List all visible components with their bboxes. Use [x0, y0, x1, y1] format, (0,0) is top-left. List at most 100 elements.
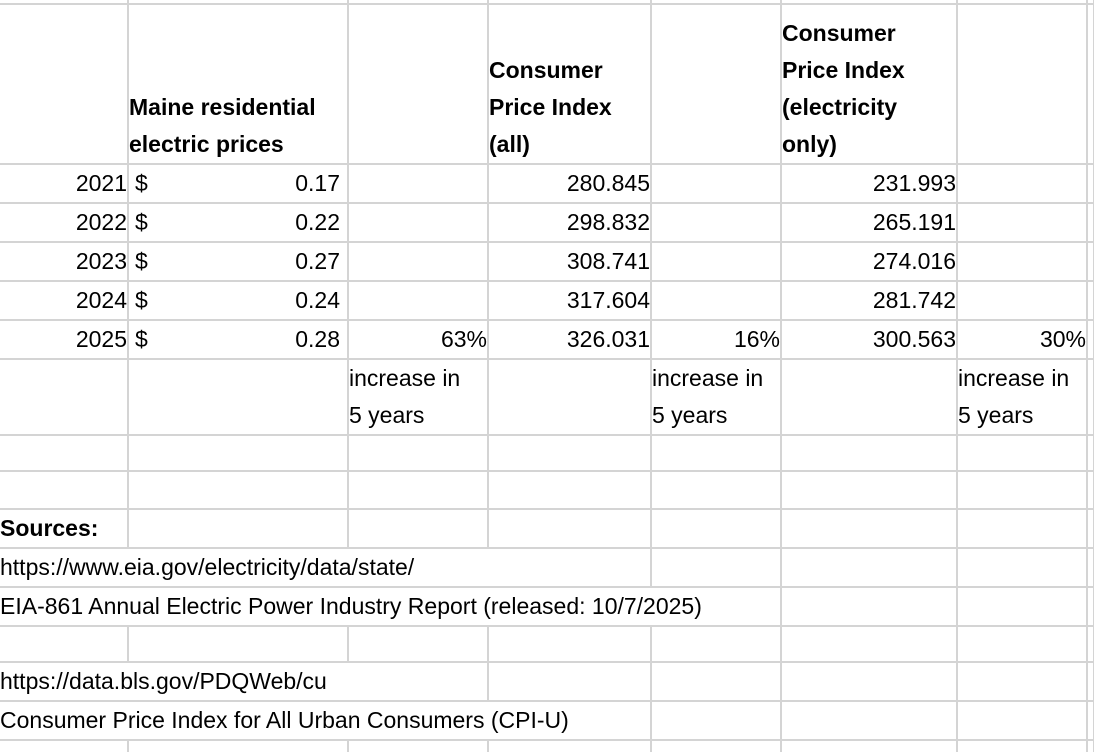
cpi-elec-cell[interactable]: 231.993 — [781, 164, 958, 204]
cell-empty[interactable] — [1087, 701, 1094, 741]
cell-empty[interactable] — [957, 587, 1088, 627]
price-cell[interactable]: $ 0.17 — [128, 164, 349, 204]
cell-empty[interactable] — [1087, 281, 1094, 321]
cell-empty[interactable] — [957, 509, 1088, 549]
cell-empty[interactable] — [1087, 0, 1094, 5]
cell-empty[interactable] — [0, 626, 129, 663]
header-maine-prices[interactable]: Maine residential electric prices — [128, 4, 349, 165]
cell-empty[interactable] — [651, 0, 782, 5]
source-eia-desc[interactable]: EIA-861 Annual Electric Power Industry R… — [0, 587, 782, 627]
cell-empty[interactable] — [1087, 164, 1094, 204]
cell-empty[interactable] — [957, 4, 1088, 165]
cell-empty[interactable] — [957, 203, 1088, 243]
cell-empty[interactable] — [348, 435, 489, 472]
cell-empty[interactable] — [957, 0, 1088, 5]
source-bls-url[interactable]: https://data.bls.gov/PDQWeb/cu — [0, 662, 489, 702]
year-cell[interactable]: 2025 — [0, 320, 129, 360]
cell-empty[interactable] — [651, 435, 782, 472]
cell-empty[interactable] — [651, 164, 782, 204]
cell-empty[interactable] — [1087, 548, 1094, 588]
cell-empty[interactable] — [128, 509, 349, 549]
cell-empty[interactable] — [348, 242, 489, 282]
cell-empty[interactable] — [957, 281, 1088, 321]
cell-empty[interactable] — [1087, 471, 1094, 510]
cell-empty[interactable] — [957, 626, 1088, 663]
price-cell[interactable]: $ 0.28 — [128, 320, 349, 360]
cell-empty[interactable] — [651, 471, 782, 510]
cpi-elec-increase-pct-cell[interactable]: 30% — [957, 320, 1088, 360]
cell-empty[interactable] — [781, 626, 958, 663]
cell-empty[interactable] — [1087, 662, 1094, 702]
cell-empty[interactable] — [651, 548, 782, 588]
cell-empty[interactable] — [781, 435, 958, 472]
cpi-all-cell[interactable]: 280.845 — [488, 164, 652, 204]
cpi-elec-cell[interactable]: 281.742 — [781, 281, 958, 321]
cell-empty[interactable] — [1087, 4, 1094, 165]
cell-empty[interactable] — [957, 242, 1088, 282]
cell-empty[interactable] — [957, 548, 1088, 588]
cell-empty[interactable] — [348, 4, 489, 165]
cell-empty[interactable] — [488, 662, 652, 702]
cell-empty[interactable] — [0, 740, 129, 752]
cell-empty[interactable] — [651, 4, 782, 165]
cpi-all-cell[interactable]: 308.741 — [488, 242, 652, 282]
cell-empty[interactable] — [348, 626, 489, 663]
cell-empty[interactable] — [781, 740, 958, 752]
cell-empty[interactable] — [957, 164, 1088, 204]
cpi-all-cell[interactable]: 317.604 — [488, 281, 652, 321]
price-cell[interactable]: $ 0.22 — [128, 203, 349, 243]
cell-empty[interactable] — [1087, 435, 1094, 472]
note-price-increase[interactable]: increase in 5 years — [348, 359, 489, 436]
cell-empty[interactable] — [348, 281, 489, 321]
cell-empty[interactable] — [651, 740, 782, 752]
cell-empty[interactable] — [488, 435, 652, 472]
cell-empty[interactable] — [781, 471, 958, 510]
cell-empty[interactable] — [128, 0, 349, 5]
cell-empty[interactable] — [781, 587, 958, 627]
cell-empty[interactable] — [0, 359, 129, 436]
price-increase-pct-cell[interactable]: 63% — [348, 320, 489, 360]
cell-empty[interactable] — [0, 4, 129, 165]
year-cell[interactable]: 2023 — [0, 242, 129, 282]
cell-empty[interactable] — [957, 471, 1088, 510]
cell-empty[interactable] — [488, 509, 652, 549]
cell-empty[interactable] — [651, 281, 782, 321]
cell-empty[interactable] — [348, 509, 489, 549]
cell-empty[interactable] — [348, 0, 489, 5]
cell-empty[interactable] — [0, 435, 129, 472]
cell-empty[interactable] — [1087, 509, 1094, 549]
cell-empty[interactable] — [651, 242, 782, 282]
cpi-all-cell[interactable]: 298.832 — [488, 203, 652, 243]
cell-empty[interactable] — [957, 701, 1088, 741]
cell-empty[interactable] — [128, 435, 349, 472]
cell-empty[interactable] — [1087, 203, 1094, 243]
header-cpi-all[interactable]: Consumer Price Index (all) — [488, 4, 652, 165]
cell-empty[interactable] — [488, 471, 652, 510]
cell-empty[interactable] — [128, 626, 349, 663]
cell-empty[interactable] — [128, 359, 349, 436]
cell-empty[interactable] — [1087, 242, 1094, 282]
cell-empty[interactable] — [488, 626, 652, 663]
source-bls-desc[interactable]: Consumer Price Index for All Urban Consu… — [0, 701, 652, 741]
cell-empty[interactable] — [488, 359, 652, 436]
sources-label[interactable]: Sources: — [0, 509, 129, 549]
cell-empty[interactable] — [1087, 320, 1094, 360]
cell-empty[interactable] — [781, 509, 958, 549]
cell-empty[interactable] — [348, 164, 489, 204]
cell-empty[interactable] — [348, 740, 489, 752]
cell-empty[interactable] — [1087, 740, 1094, 752]
cell-empty[interactable] — [128, 740, 349, 752]
cell-empty[interactable] — [781, 0, 958, 5]
cell-empty[interactable] — [781, 701, 958, 741]
cell-empty[interactable] — [348, 203, 489, 243]
cell-empty[interactable] — [781, 662, 958, 702]
year-cell[interactable]: 2022 — [0, 203, 129, 243]
cell-empty[interactable] — [0, 0, 129, 5]
cell-empty[interactable] — [0, 471, 129, 510]
cpi-elec-cell[interactable]: 274.016 — [781, 242, 958, 282]
cell-empty[interactable] — [781, 359, 958, 436]
cell-empty[interactable] — [957, 435, 1088, 472]
cell-empty[interactable] — [651, 626, 782, 663]
cell-empty[interactable] — [1087, 359, 1094, 436]
year-cell[interactable]: 2024 — [0, 281, 129, 321]
